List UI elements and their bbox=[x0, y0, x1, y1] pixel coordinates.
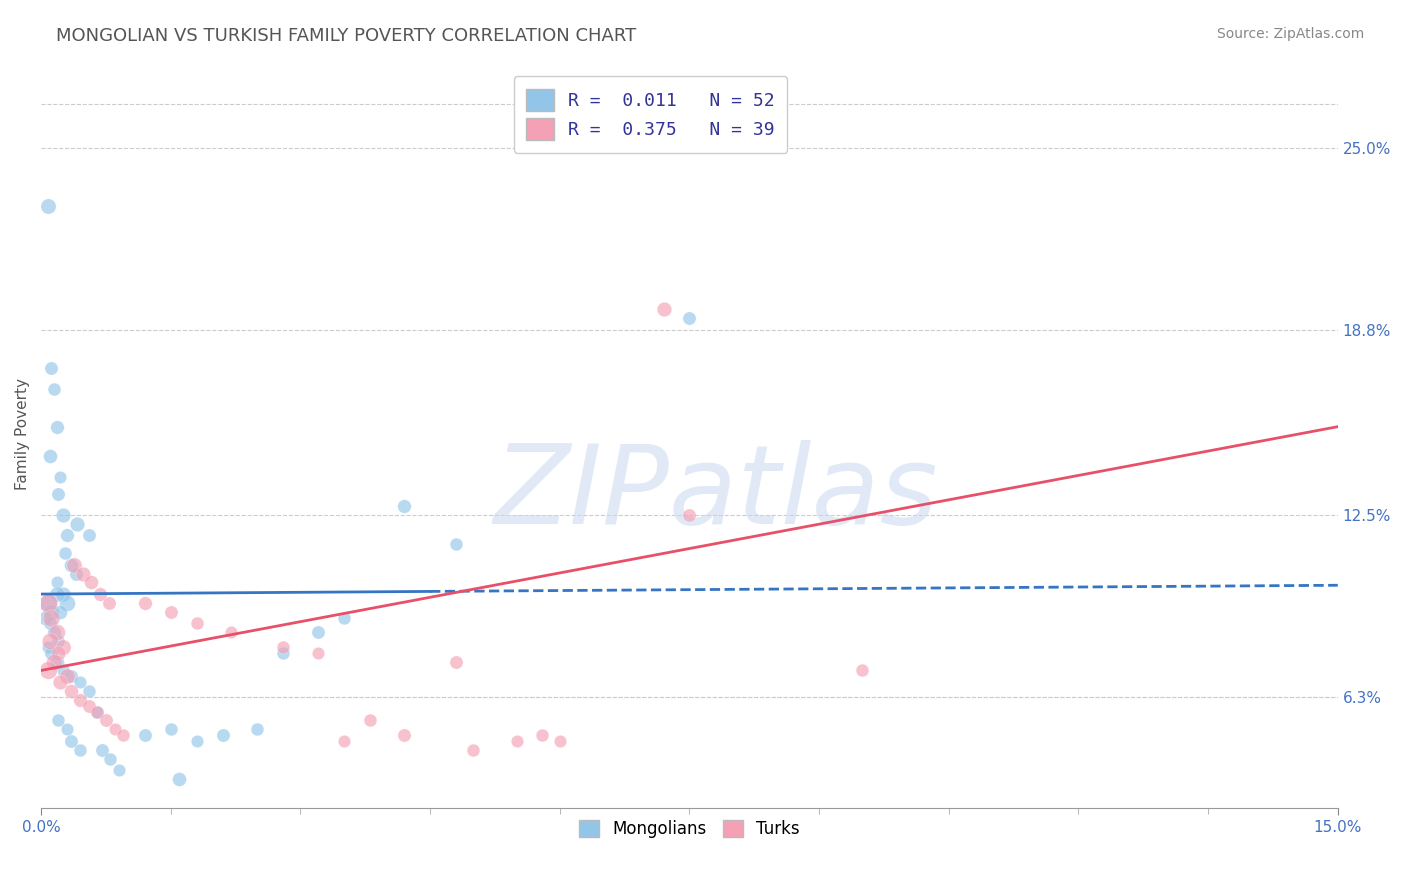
Point bbox=[90, 742, 112, 756]
Point bbox=[37, 199, 59, 213]
Point bbox=[45, 655, 67, 669]
Point bbox=[41, 360, 63, 375]
Point bbox=[219, 625, 242, 640]
Point bbox=[63, 558, 86, 572]
Point bbox=[56, 669, 79, 683]
Point bbox=[332, 734, 354, 748]
Point bbox=[169, 772, 191, 786]
Point bbox=[56, 596, 79, 610]
Point bbox=[48, 714, 70, 728]
Point bbox=[97, 596, 120, 610]
Text: ZIPatlas: ZIPatlas bbox=[494, 441, 938, 548]
Point bbox=[89, 587, 111, 601]
Point bbox=[134, 728, 156, 742]
Point bbox=[66, 516, 89, 531]
Point bbox=[678, 508, 700, 522]
Point bbox=[94, 714, 117, 728]
Point bbox=[49, 605, 72, 619]
Point bbox=[69, 693, 91, 707]
Point bbox=[211, 728, 233, 742]
Point bbox=[38, 449, 60, 463]
Point bbox=[77, 698, 100, 713]
Point bbox=[34, 610, 56, 624]
Point bbox=[359, 714, 381, 728]
Point bbox=[444, 655, 467, 669]
Point bbox=[48, 487, 70, 501]
Point bbox=[42, 655, 65, 669]
Point bbox=[52, 508, 75, 522]
Point bbox=[307, 625, 329, 640]
Text: Source: ZipAtlas.com: Source: ZipAtlas.com bbox=[1216, 27, 1364, 41]
Point bbox=[52, 664, 75, 678]
Point bbox=[307, 646, 329, 660]
Point bbox=[41, 610, 63, 624]
Point bbox=[45, 587, 67, 601]
Point bbox=[48, 634, 70, 648]
Point bbox=[56, 722, 79, 736]
Point bbox=[69, 675, 91, 690]
Point bbox=[112, 728, 135, 742]
Point bbox=[49, 675, 72, 690]
Point bbox=[332, 610, 354, 624]
Point bbox=[38, 616, 60, 631]
Legend: Mongolians, Turks: Mongolians, Turks bbox=[572, 814, 807, 845]
Point bbox=[49, 469, 72, 483]
Point bbox=[65, 566, 87, 581]
Y-axis label: Family Poverty: Family Poverty bbox=[15, 378, 30, 490]
Point bbox=[45, 575, 67, 590]
Point bbox=[86, 705, 108, 719]
Point bbox=[463, 742, 485, 756]
Point bbox=[186, 616, 208, 631]
Point bbox=[45, 419, 67, 434]
Point bbox=[851, 664, 873, 678]
Point bbox=[86, 705, 108, 719]
Point bbox=[37, 596, 59, 610]
Point bbox=[37, 664, 59, 678]
Point bbox=[678, 311, 700, 326]
Point bbox=[41, 646, 63, 660]
Point bbox=[42, 382, 65, 396]
Point bbox=[108, 764, 131, 778]
Point bbox=[505, 734, 527, 748]
Point bbox=[134, 596, 156, 610]
Point bbox=[444, 537, 467, 551]
Point bbox=[77, 528, 100, 542]
Point bbox=[45, 625, 67, 640]
Point bbox=[186, 734, 208, 748]
Point bbox=[103, 722, 125, 736]
Point bbox=[271, 640, 294, 654]
Point bbox=[159, 722, 181, 736]
Point bbox=[392, 499, 415, 513]
Point bbox=[37, 640, 59, 654]
Point bbox=[548, 734, 571, 748]
Point bbox=[80, 575, 103, 590]
Point bbox=[53, 546, 76, 560]
Point bbox=[52, 640, 75, 654]
Point bbox=[37, 596, 59, 610]
Text: MONGOLIAN VS TURKISH FAMILY POVERTY CORRELATION CHART: MONGOLIAN VS TURKISH FAMILY POVERTY CORR… bbox=[56, 27, 637, 45]
Point bbox=[60, 669, 83, 683]
Point bbox=[42, 625, 65, 640]
Point bbox=[41, 605, 63, 619]
Point bbox=[392, 728, 415, 742]
Point bbox=[38, 634, 60, 648]
Point bbox=[60, 734, 83, 748]
Point bbox=[56, 528, 79, 542]
Point bbox=[52, 587, 75, 601]
Point bbox=[531, 728, 554, 742]
Point bbox=[69, 742, 91, 756]
Point bbox=[246, 722, 269, 736]
Point bbox=[72, 566, 94, 581]
Point bbox=[98, 751, 121, 765]
Point bbox=[48, 646, 70, 660]
Point bbox=[60, 684, 83, 698]
Point bbox=[159, 605, 181, 619]
Point bbox=[60, 558, 83, 572]
Point bbox=[271, 646, 294, 660]
Point bbox=[652, 302, 675, 317]
Point bbox=[77, 684, 100, 698]
